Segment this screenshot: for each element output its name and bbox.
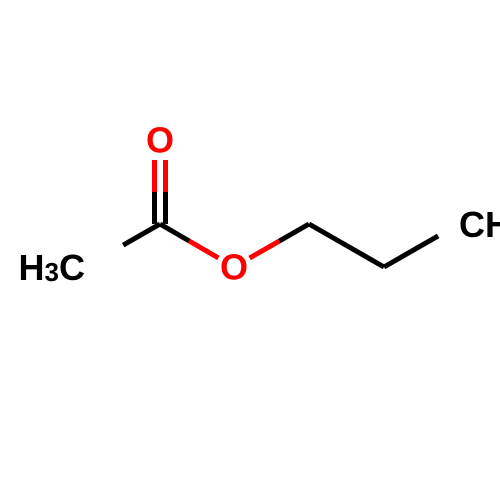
- atom-label-c_methyl_left: H3C: [19, 247, 85, 288]
- atom-label-c_methyl_right: CH3: [459, 204, 500, 245]
- bond: [347, 246, 385, 268]
- bond: [250, 241, 280, 258]
- atom-label-o_ester: O: [220, 247, 248, 288]
- bond: [384, 251, 411, 267]
- molecule-diagram: H3C O O CH3: [0, 0, 500, 500]
- bond: [189, 241, 218, 258]
- bond: [142, 224, 160, 235]
- bond: [279, 224, 309, 241]
- bond: [309, 224, 347, 246]
- atom-label-o_double: O: [146, 120, 174, 161]
- bond: [160, 224, 189, 241]
- bond: [411, 236, 438, 252]
- bond: [123, 235, 141, 246]
